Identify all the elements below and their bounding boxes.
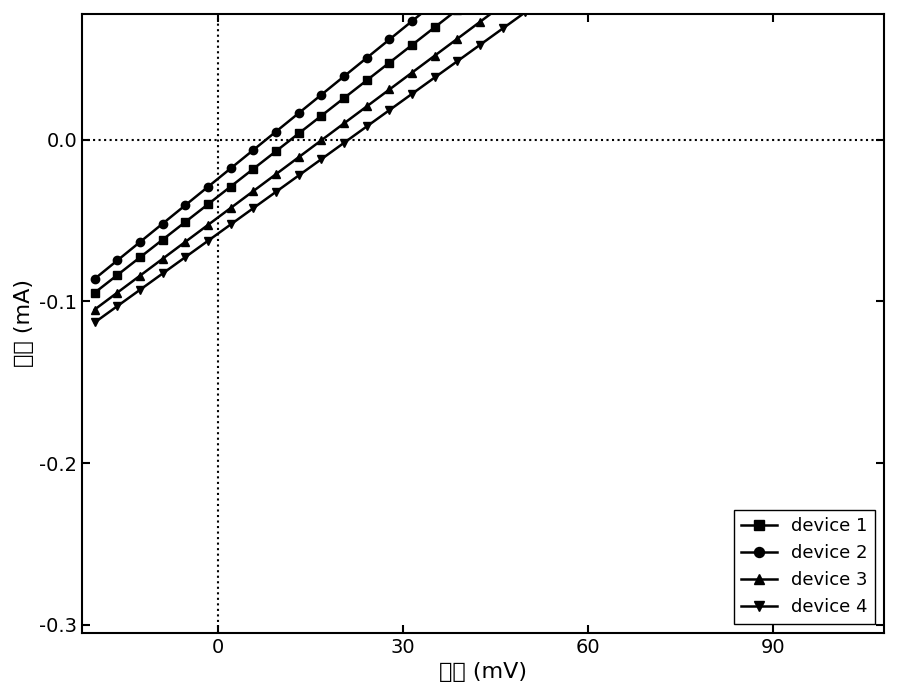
device 1 [407,41,418,49]
device 1 [294,129,304,138]
device 4 [112,302,123,310]
device 2 [316,90,327,99]
device 1 [157,235,168,244]
device 3 [225,204,236,212]
device 3 [316,136,327,145]
device 4 [452,57,462,65]
device 4 [429,73,440,81]
device 2 [157,219,168,228]
device 4 [203,237,214,245]
device 4 [316,155,327,164]
device 4 [89,318,100,326]
device 2 [225,164,236,173]
device 1 [89,289,100,297]
device 2 [294,109,304,118]
device 2 [248,145,259,154]
device 3 [203,221,214,229]
Line: device 2: device 2 [91,0,870,283]
device 3 [294,153,304,161]
device 1 [429,23,440,31]
device 2 [429,0,440,7]
device 1 [248,165,259,173]
device 4 [407,90,418,98]
device 4 [475,40,486,49]
device 2 [339,72,349,81]
device 2 [180,201,190,209]
device 2 [270,127,281,136]
device 2 [384,35,395,44]
device 3 [248,187,259,196]
device 4 [270,188,281,196]
device 2 [203,182,214,191]
device 1 [339,94,349,102]
device 3 [135,271,145,280]
device 3 [112,288,123,296]
X-axis label: 电压 (mV): 电压 (mV) [439,662,527,682]
Line: device 3: device 3 [91,0,870,314]
device 1 [135,253,145,262]
device 2 [112,256,123,264]
device 3 [475,17,486,26]
device 3 [339,119,349,127]
device 3 [497,1,508,9]
device 1 [112,271,123,279]
device 4 [225,221,236,229]
device 4 [294,171,304,180]
Legend: device 1, device 2, device 3, device 4: device 1, device 2, device 3, device 4 [734,510,875,624]
Y-axis label: 电流 (mA): 电流 (mA) [13,279,34,367]
device 3 [180,237,190,246]
device 1 [180,218,190,226]
device 1 [225,182,236,191]
Line: device 1: device 1 [91,0,870,297]
device 1 [270,147,281,155]
device 4 [520,8,531,16]
device 3 [89,306,100,314]
device 1 [361,76,372,84]
device 4 [497,24,508,33]
device 1 [316,111,327,120]
device 4 [384,106,395,114]
device 3 [429,52,440,60]
device 4 [157,269,168,278]
device 2 [135,238,145,246]
device 3 [270,170,281,178]
device 2 [89,275,100,283]
device 4 [135,285,145,294]
device 4 [361,122,372,131]
device 4 [248,204,259,212]
device 3 [384,86,395,94]
device 4 [339,139,349,147]
device 2 [361,54,372,62]
device 3 [157,255,168,263]
device 1 [384,58,395,67]
device 4 [180,253,190,261]
device 1 [452,6,462,14]
device 1 [203,200,214,208]
Line: device 4: device 4 [91,0,870,326]
device 2 [407,17,418,25]
device 3 [361,102,372,111]
device 3 [407,68,418,77]
device 3 [452,35,462,43]
